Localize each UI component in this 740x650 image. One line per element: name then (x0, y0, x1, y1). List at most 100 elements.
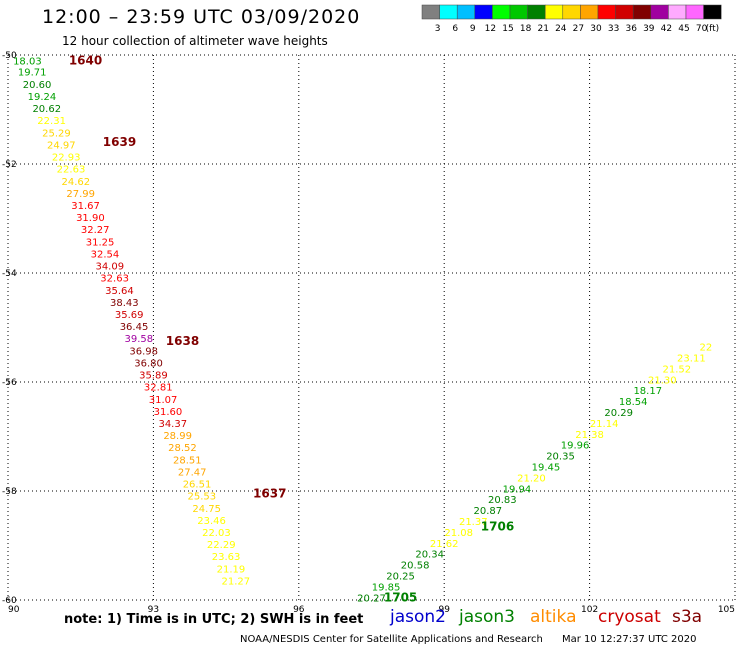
x-tick-label: 90 (8, 605, 20, 615)
wave-height-point: 31.67 (71, 201, 100, 212)
wave-height-point: 22.31 (37, 116, 66, 127)
wave-height-point: 22 (700, 343, 713, 354)
wave-height-point: 20.60 (23, 80, 52, 91)
y-tick-label: -60 (2, 596, 17, 606)
colorbar-tick-label: 12 (485, 24, 496, 34)
wave-height-point: 31.25 (86, 237, 115, 248)
wave-height-point: 20.34 (415, 550, 444, 561)
colorbar-unit: (ft) (706, 24, 720, 34)
footnote: note: 1) Time is in UTC; 2) SWH is in fe… (64, 612, 364, 627)
pass-time-label: 1706 (481, 519, 514, 533)
wave-height-point: 20.35 (546, 452, 575, 463)
wave-height-point: 36.98 (129, 346, 158, 357)
wave-height-point: 21.20 (517, 473, 546, 484)
wave-height-point: 26.51 (183, 479, 212, 490)
wave-height-point: 23.46 (197, 516, 226, 527)
wave-height-point: 34.09 (95, 261, 124, 272)
y-tick-label: -52 (2, 160, 17, 170)
wave-height-point: 19.94 (503, 484, 532, 495)
wave-height-point: 19.96 (561, 441, 590, 452)
wave-height-point: 34.37 (158, 419, 187, 430)
wave-height-point: 20.27 (357, 593, 386, 604)
wave-height-point: 31.60 (154, 407, 183, 418)
wave-height-point: 23.63 (212, 552, 241, 563)
wave-height-point: 19.45 (532, 462, 561, 473)
wave-height-point: 28.52 (168, 443, 197, 454)
wave-height-point: 20.29 (604, 408, 633, 419)
colorbar-tick-label: 33 (608, 24, 619, 34)
y-tick-label: -58 (2, 487, 17, 497)
wave-height-point: 18.17 (633, 386, 662, 397)
wave-height-point: 20.87 (473, 506, 502, 517)
wave-height-point: 28.99 (163, 431, 192, 442)
wave-height-point: 21.30 (648, 375, 677, 386)
colorbar-tick-label: 70 (696, 24, 708, 34)
legend-jason2: jason2 (390, 607, 446, 627)
wave-height-point: 18.54 (619, 397, 648, 408)
wave-height-point: 20.83 (488, 495, 517, 506)
wave-height-point: 23.11 (677, 353, 706, 364)
colorbar-tick-label: 42 (661, 24, 672, 34)
legend-jason3: jason3 (459, 607, 515, 627)
colorbar-tick-label: 45 (678, 24, 689, 34)
legend-cryosat: cryosat (598, 607, 661, 627)
wave-height-point: 22.03 (202, 528, 231, 539)
y-tick-label: -50 (2, 51, 17, 61)
colorbar-swatch (703, 4, 722, 20)
wave-height-point: 24.97 (47, 140, 76, 151)
wave-height-point: 24.75 (192, 504, 221, 515)
wave-height-point: 21.08 (444, 528, 473, 539)
wave-height-point: 19.71 (18, 67, 47, 78)
wave-height-point: 19.24 (28, 92, 57, 103)
chart-title: 12:00 – 23:59 UTC 03/09/2020 (42, 6, 361, 28)
wave-height-point: 22.63 (57, 164, 86, 175)
x-tick-label: 96 (293, 605, 305, 615)
pass-time-label: 1638 (166, 334, 199, 348)
wave-height-point: 32.81 (144, 382, 173, 393)
credit-line: NOAA/NESDIS Center for Satellite Applica… (240, 634, 543, 645)
wave-height-point: 18.03 (13, 56, 42, 67)
wave-height-point: 27.99 (66, 189, 95, 200)
wave-height-point: 32.63 (100, 273, 129, 284)
wave-height-point: 31.07 (149, 395, 178, 406)
colorbar-tick-label: 24 (555, 24, 567, 34)
wave-height-point: 24.62 (62, 177, 91, 188)
colorbar-tick-label: 27 (573, 24, 584, 34)
chart-subtitle: 12 hour collection of altimeter wave hei… (62, 34, 328, 48)
legend-s3a: s3a (672, 607, 703, 627)
wave-height-point: 21.52 (663, 364, 692, 375)
wave-height-point: 22.93 (52, 152, 81, 163)
wave-height-point: 35.64 (105, 286, 134, 297)
x-tick-label: 93 (148, 605, 159, 615)
wave-height-point: 19.85 (372, 582, 401, 593)
wave-height-point: 20.58 (401, 561, 430, 572)
wave-height-point: 21.27 (221, 576, 250, 587)
wave-height-point: 21.37 (459, 517, 488, 528)
wave-height-point: 36.45 (120, 322, 149, 333)
colorbar-tick-label: 21 (537, 24, 548, 34)
wave-height-point: 36.80 (134, 358, 163, 369)
wave-height-point: 35.69 (115, 310, 144, 321)
pass-time-label: 1639 (103, 135, 136, 149)
generated-timestamp: Mar 10 12:27:37 UTC 2020 (562, 634, 697, 645)
wave-height-point: 31.90 (76, 213, 105, 224)
wave-height-point: 27.47 (178, 467, 207, 478)
colorbar-tick-label: 15 (502, 24, 513, 34)
x-tick-label: 102 (581, 605, 598, 615)
wave-height-point: 25.29 (42, 128, 71, 139)
wave-height-point: 21.14 (590, 419, 619, 430)
wave-height-point: 21.62 (430, 539, 459, 550)
legend-altika: altika (530, 607, 577, 627)
wave-height-point: 20.62 (32, 104, 61, 115)
y-tick-label: -56 (2, 378, 17, 388)
wave-height-point: 28.51 (173, 455, 202, 466)
colorbar-tick-label: 18 (520, 24, 532, 34)
wave-height-point: 32.54 (91, 249, 120, 260)
colorbar-tick-label: 6 (452, 24, 458, 34)
color-scale: 3 6 9 12 15 18 21 24 27 30 33 36 39 42 45 70(ft) (421, 4, 722, 34)
pass-time-label: 1705 (384, 590, 417, 604)
wave-height-point: 35.89 (139, 370, 168, 381)
x-tick-label: 99 (438, 605, 450, 615)
y-tick-label: -54 (2, 269, 17, 279)
